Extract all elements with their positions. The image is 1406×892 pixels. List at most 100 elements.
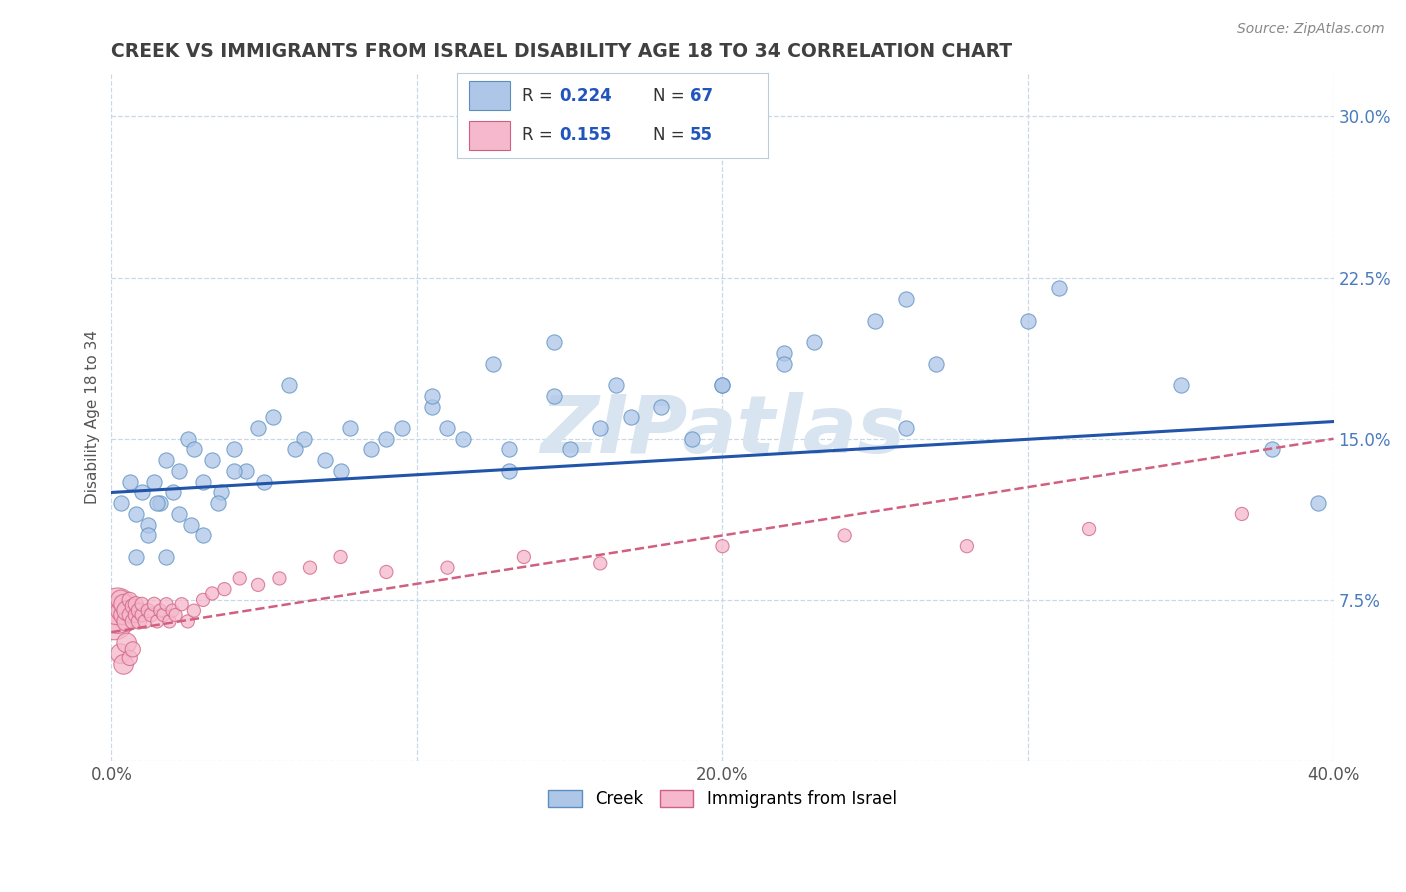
Point [159, 615, 181, 629]
Point [834, 528, 856, 542]
Text: 67: 67 [690, 87, 713, 105]
Point [136, 528, 159, 542]
Point [170, 597, 193, 611]
Point [118, 593, 141, 607]
Point [298, 560, 321, 574]
Point [1230, 507, 1253, 521]
Point [118, 475, 141, 489]
Point [143, 475, 166, 489]
Point [543, 389, 565, 403]
Point [180, 517, 202, 532]
Point [155, 453, 177, 467]
Point [139, 607, 162, 622]
Point [121, 615, 143, 629]
Point [134, 615, 156, 629]
Point [329, 464, 352, 478]
Point [375, 565, 398, 579]
Point [110, 647, 132, 661]
Point [360, 442, 382, 457]
Point [925, 357, 948, 371]
Point [118, 607, 141, 622]
Y-axis label: Disability Age 18 to 34: Disability Age 18 to 34 [86, 330, 100, 504]
Point [112, 607, 135, 622]
Point [605, 378, 627, 392]
Point [451, 432, 474, 446]
Point [284, 442, 307, 457]
Point [956, 539, 979, 553]
Point [110, 604, 132, 618]
Point [235, 464, 257, 478]
Point [115, 604, 138, 618]
Point [191, 593, 214, 607]
Legend: Creek, Immigrants from Israel: Creek, Immigrants from Israel [541, 783, 903, 814]
Point [482, 357, 505, 371]
Text: ZIPatlas: ZIPatlas [540, 392, 905, 470]
Point [513, 549, 536, 564]
Text: N =: N = [652, 87, 689, 105]
Point [1047, 281, 1070, 295]
Point [214, 582, 236, 596]
Point [229, 571, 252, 585]
Point [103, 615, 125, 629]
Point [253, 475, 276, 489]
Point [269, 571, 291, 585]
Text: 55: 55 [690, 127, 713, 145]
Point [420, 400, 443, 414]
Point [115, 615, 138, 629]
Point [314, 453, 336, 467]
Point [375, 432, 398, 446]
Point [146, 496, 169, 510]
Point [125, 597, 148, 611]
Point [207, 496, 229, 510]
Point [107, 599, 129, 614]
Point [329, 549, 352, 564]
Point [863, 313, 886, 327]
Point [543, 334, 565, 349]
Text: R =: R = [522, 127, 558, 145]
Point [247, 421, 270, 435]
Point [247, 578, 270, 592]
Point [165, 607, 187, 622]
Point [436, 421, 458, 435]
Point [711, 378, 734, 392]
Point [131, 485, 153, 500]
Point [191, 528, 214, 542]
Text: N =: N = [652, 127, 689, 145]
Point [339, 421, 361, 435]
Point [262, 410, 284, 425]
Point [115, 636, 138, 650]
Point [201, 453, 224, 467]
Point [1078, 522, 1101, 536]
Text: CREEK VS IMMIGRANTS FROM ISRAEL DISABILITY AGE 18 TO 34 CORRELATION CHART: CREEK VS IMMIGRANTS FROM ISRAEL DISABILI… [111, 42, 1012, 61]
Point [136, 604, 159, 618]
Point [112, 657, 135, 672]
Point [1017, 313, 1039, 327]
Point [201, 586, 224, 600]
Point [420, 389, 443, 403]
Point [589, 557, 612, 571]
Point [155, 549, 177, 564]
Point [1261, 442, 1284, 457]
Point [772, 357, 794, 371]
Point [167, 507, 190, 521]
Text: R =: R = [522, 87, 558, 105]
Point [112, 597, 135, 611]
Point [121, 642, 143, 657]
Point [155, 597, 177, 611]
Point [498, 442, 520, 457]
Point [772, 345, 794, 359]
Point [292, 432, 315, 446]
Point [152, 607, 174, 622]
Point [391, 421, 413, 435]
Point [125, 549, 148, 564]
Point [209, 485, 232, 500]
Point [167, 464, 190, 478]
Point [894, 421, 917, 435]
Point [558, 442, 581, 457]
Point [803, 334, 825, 349]
Point [894, 292, 917, 306]
Point [498, 464, 520, 478]
Text: Source: ZipAtlas.com: Source: ZipAtlas.com [1237, 22, 1385, 37]
Text: 0.224: 0.224 [560, 87, 612, 105]
Point [711, 378, 734, 392]
